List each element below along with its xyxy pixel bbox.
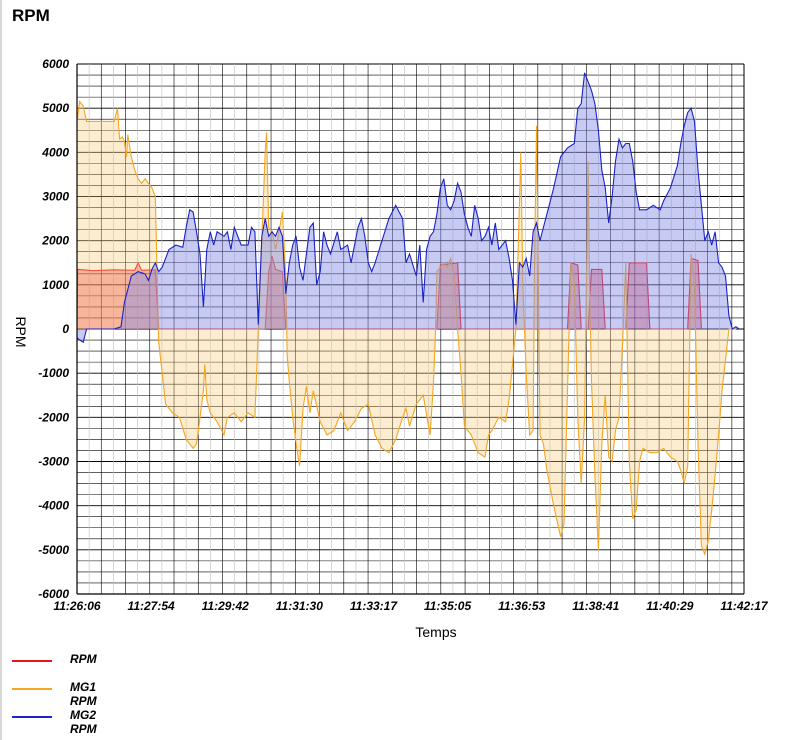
y-tick-label: 4000 bbox=[41, 145, 69, 159]
x-tick-label: 11:29:42 bbox=[202, 599, 249, 613]
x-tick-label: 11:35:05 bbox=[424, 599, 471, 613]
x-tick-label: 11:42:17 bbox=[720, 599, 768, 613]
legend-swatch bbox=[12, 716, 52, 718]
y-axis-title: RPM bbox=[13, 316, 29, 347]
x-tick-label: 11:40:29 bbox=[646, 599, 693, 613]
chart-grid bbox=[76, 63, 745, 595]
legend-label: MG2 RPM bbox=[70, 708, 97, 736]
x-axis-title: Temps bbox=[415, 624, 456, 640]
y-tick-label: 5000 bbox=[42, 101, 69, 115]
series-area-2 bbox=[77, 72, 740, 343]
series-line-2 bbox=[76, 72, 740, 344]
x-tick-label: 11:38:41 bbox=[572, 599, 619, 613]
series-line-1 bbox=[76, 100, 736, 557]
series-line-0 bbox=[76, 255, 702, 330]
legend-label: RPM bbox=[70, 652, 97, 666]
x-tick-label: 11:33:17 bbox=[350, 599, 398, 613]
y-tick-label: 6000 bbox=[42, 57, 69, 71]
x-tick-label: 11:26:06 bbox=[53, 599, 100, 613]
y-tick-label: -6000 bbox=[38, 587, 69, 601]
legend-swatch bbox=[12, 660, 52, 662]
legend-label: MG1 RPM bbox=[70, 680, 97, 708]
y-tick-label: -5000 bbox=[38, 543, 69, 557]
y-tick-label: -3000 bbox=[38, 455, 69, 469]
x-tick-label: 11:31:30 bbox=[276, 599, 323, 613]
x-tick-label: 11:27:54 bbox=[128, 599, 175, 613]
y-tick-label: 3000 bbox=[42, 190, 69, 204]
legend-swatch bbox=[12, 688, 52, 690]
y-tick-label: -4000 bbox=[38, 499, 69, 513]
y-tick-label: 0 bbox=[62, 322, 69, 336]
y-tick-label: -1000 bbox=[38, 366, 69, 380]
y-tick-label: 1000 bbox=[42, 278, 69, 292]
chart-title: RPM bbox=[12, 6, 50, 25]
x-tick-label: 11:36:53 bbox=[498, 599, 545, 613]
chart-series bbox=[76, 72, 740, 557]
chart-axes: 6000 5000 4000 3000 2000 1000 0 -1000 -2000 -3000… bbox=[38, 57, 769, 613]
y-tick-label: 2000 bbox=[41, 234, 69, 248]
y-tick-label: -2000 bbox=[38, 410, 69, 424]
series-area-0 bbox=[77, 256, 702, 329]
